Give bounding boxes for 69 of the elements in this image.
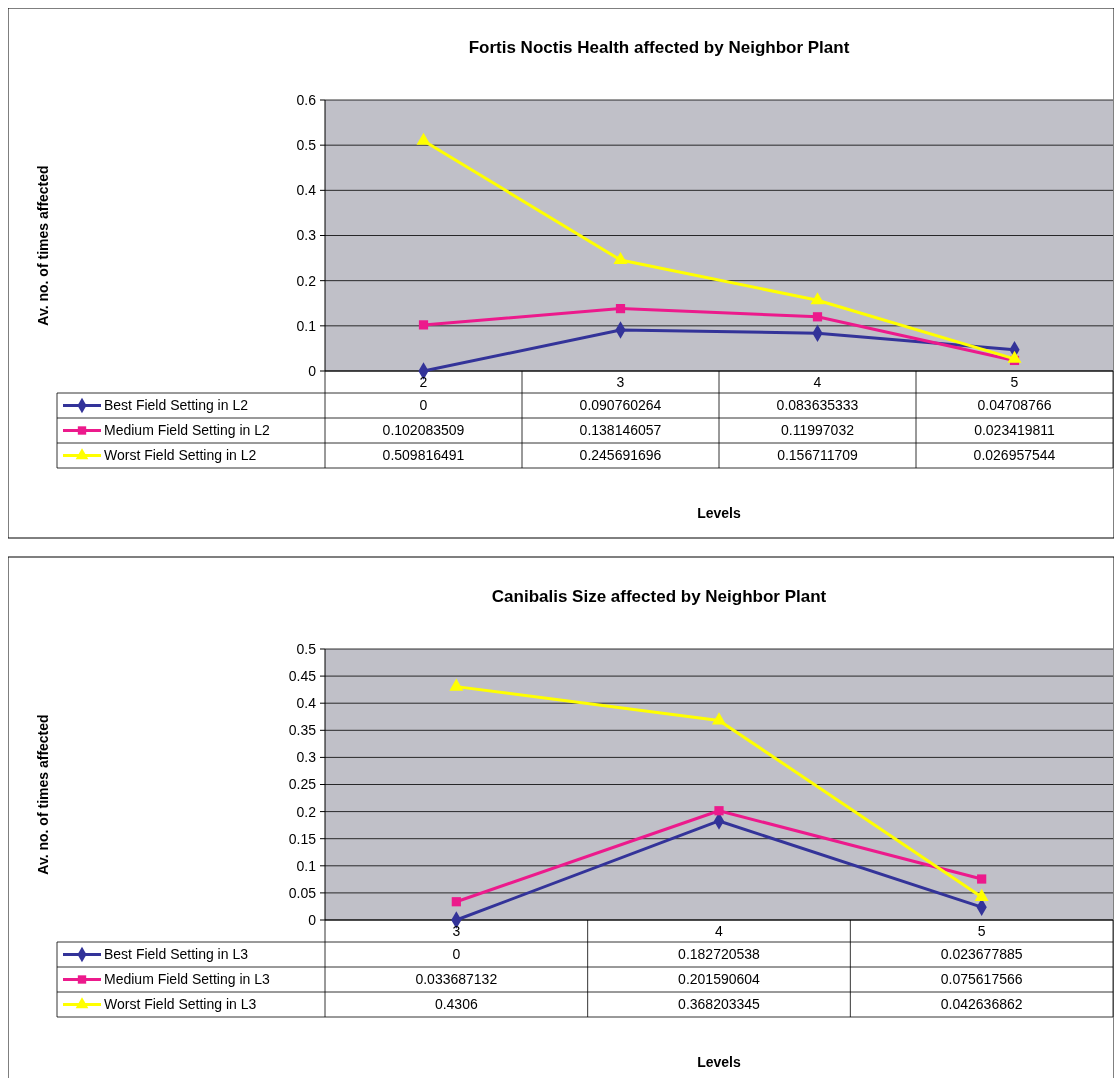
x-tick-label: 2 (419, 374, 428, 390)
y-tick-label: 0.25 (288, 776, 317, 793)
y-tick-label: 0.3 (296, 227, 317, 244)
legend-label: Best Field Setting in L2 (104, 397, 249, 414)
point (416, 132, 431, 145)
x-tick-label: 5 (977, 923, 986, 939)
y-tick-label: 0.5 (296, 640, 317, 657)
data-label: 0 (452, 946, 461, 963)
y-tick-label: 0.35 (288, 722, 317, 739)
data-label: 0.023677885 (940, 946, 1023, 963)
y-tick-label: 0.45 (288, 668, 317, 684)
y-tick-label: 0 (308, 362, 317, 379)
point (418, 320, 429, 330)
data-label: 0.083635333 (776, 397, 859, 414)
y-tick-label: 0.15 (288, 830, 317, 847)
data-label: 0.182720538 (678, 946, 761, 963)
data-label: 0.156711709 (777, 447, 859, 464)
point (449, 678, 464, 691)
data-label: 0.11997032 (781, 422, 855, 439)
x-tick-label: 3 (452, 923, 461, 939)
y-tick-label: 0.1 (296, 317, 317, 334)
data-label: 0.04708766 (977, 397, 1052, 414)
y-tick-label: 0.6 (296, 91, 317, 108)
data-label: 0.368203345 (678, 996, 761, 1013)
x-tick-label: 4 (813, 374, 822, 390)
y-tick-label: 0.5 (296, 137, 317, 154)
x-axis-title: Levels (697, 1054, 741, 1070)
point (613, 251, 628, 265)
point (615, 303, 626, 314)
point (812, 312, 823, 322)
data-label: 0.4306 (434, 996, 478, 1013)
data-label: 0.201590604 (678, 971, 761, 988)
point (977, 874, 987, 884)
x-tick-label: 5 (1010, 374, 1019, 390)
y-tick-label: 0.05 (288, 884, 317, 901)
y-tick-label: 0.3 (296, 749, 317, 766)
data-label: 0.509816491 (382, 447, 465, 464)
data-label: 0.075617566 (940, 971, 1023, 988)
x-tick-label: 3 (616, 374, 625, 390)
point (712, 712, 727, 725)
point (810, 292, 825, 305)
data-label: 0.026957544 (973, 447, 1056, 464)
y-tick-label: 0.2 (296, 272, 317, 289)
y-axis-title: Av. no. of times affected (35, 714, 51, 875)
x-tick-label: 4 (715, 923, 724, 939)
data-label: 0 (419, 397, 428, 414)
legend-label: Best Field Setting in L3 (104, 946, 249, 963)
data-label: 0.023419811 (974, 422, 1056, 439)
data-label: 0.090760264 (579, 397, 662, 414)
y-tick-label: 0.4 (296, 182, 317, 199)
chart-title: Fortis Noctis Health affected by Neighbor Plant (468, 38, 850, 57)
point (714, 806, 724, 816)
point (451, 897, 461, 907)
data-label: 0.042636862 (940, 996, 1023, 1013)
x-axis-title: Levels (697, 505, 741, 521)
legend-label: Medium Field Setting in L3 (104, 971, 270, 988)
data-label: 0.138146057 (579, 422, 662, 439)
chart-title: Canibalis Size affected by Neighbor Plant (491, 587, 827, 606)
legend-label: Worst Field Setting in L3 (104, 996, 257, 1013)
y-tick-label: 0.4 (296, 695, 317, 712)
data-label: 0.033687132 (415, 971, 498, 988)
data-label: 0.245691696 (579, 447, 662, 464)
legend-label: Medium Field Setting in L2 (104, 422, 270, 439)
y-tick-label: 0.1 (296, 857, 317, 874)
data-label: 0.102083509 (382, 422, 465, 439)
y-tick-label: 0 (308, 911, 317, 928)
y-axis-title: Av. no. of times affected (35, 165, 51, 326)
legend-label: Worst Field Setting in L2 (104, 447, 257, 464)
y-tick-label: 0.2 (296, 803, 317, 820)
